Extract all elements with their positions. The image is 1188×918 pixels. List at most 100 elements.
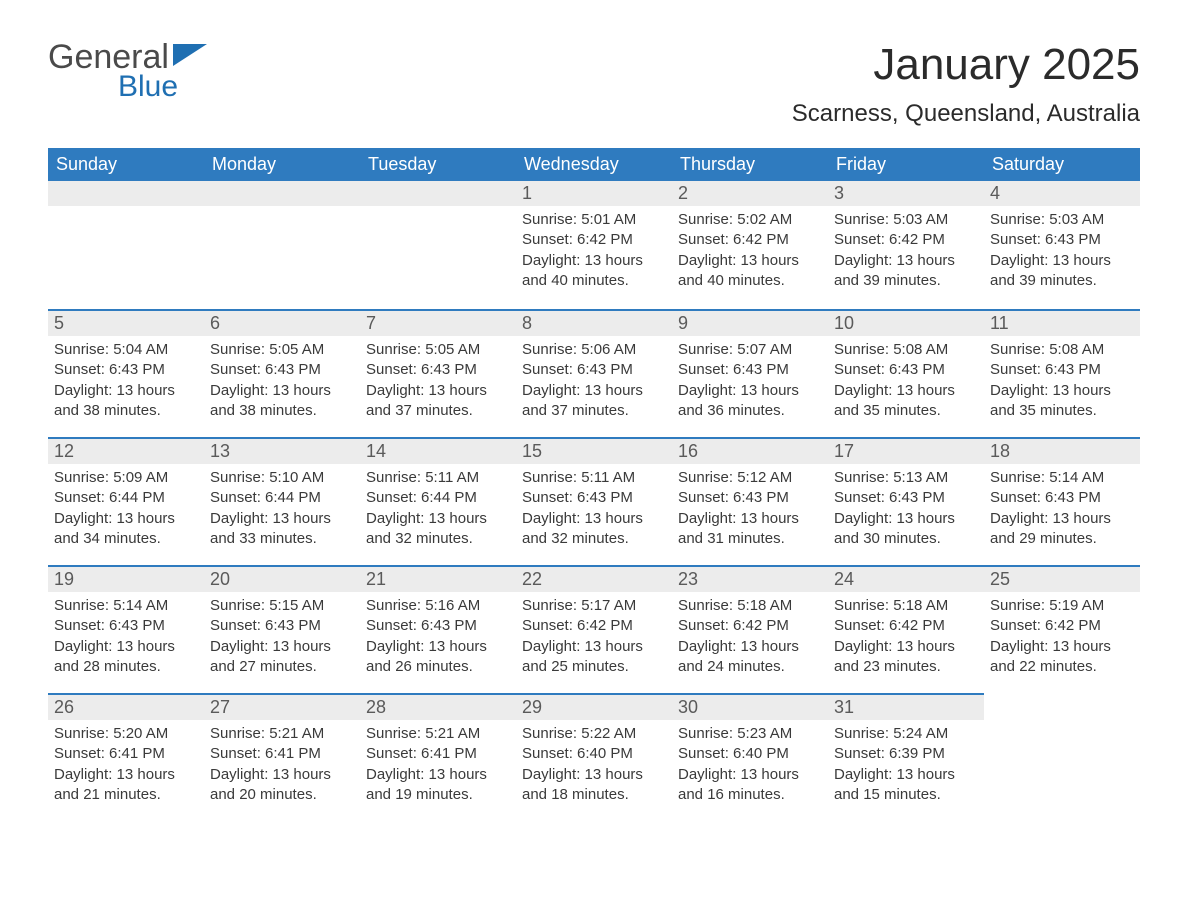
- sunrise-line-label: Sunrise:: [210, 341, 265, 358]
- sunrise-line-value: 5:01 AM: [581, 211, 636, 228]
- day-number: 10: [828, 309, 984, 336]
- sunrise-line-label: Sunrise:: [366, 597, 421, 614]
- sunset-line: Sunset: 6:43 PM: [990, 360, 1134, 380]
- calendar-week: 19 Sunrise: 5:14 AM Sunset: 6:43 PM Dayligh…: [48, 565, 1140, 693]
- sunrise-line-label: Sunrise:: [678, 211, 733, 228]
- sunset-line-value: 6:41 PM: [265, 745, 321, 762]
- day-info: Sunrise: 5:16 AMSunset: 6:43 PMDaylight:…: [360, 592, 516, 687]
- calendar-day: 31Sunrise: 5:24 AMSunset: 6:39 PMDayligh…: [828, 693, 984, 821]
- calendar-day-empty: [48, 181, 204, 309]
- daylight-line: Daylight: 13 hours and 30 minutes.: [834, 509, 978, 550]
- sunset-line-value: 6:43 PM: [109, 361, 165, 378]
- sunrise-line-value: 5:08 AM: [1049, 341, 1104, 358]
- sunset-line-value: 6:42 PM: [889, 617, 945, 634]
- daylight-line: Daylight: 13 hours and 40 minutes.: [678, 251, 822, 292]
- daylight-line-label: Daylight:: [678, 252, 736, 269]
- sunset-line: Sunset: 6:43 PM: [210, 616, 354, 636]
- day-info: Sunrise: 5:09 AMSunset: 6:44 PMDaylight:…: [48, 464, 204, 559]
- sunrise-line: Sunrise: 5:24 AM: [834, 724, 978, 744]
- sunrise-line-value: 5:16 AM: [425, 597, 480, 614]
- calendar-week: 26Sunrise: 5:20 AMSunset: 6:41 PMDayligh…: [48, 693, 1140, 821]
- sunrise-line: Sunrise: 5:02 AM: [678, 210, 822, 230]
- sunset-line-value: 6:42 PM: [577, 617, 633, 634]
- sunset-line-label: Sunset:: [834, 489, 885, 506]
- sunrise-line-value: 5:21 AM: [425, 725, 480, 742]
- daylight-line-label: Daylight:: [678, 766, 736, 783]
- calendar-day: 27Sunrise: 5:21 AMSunset: 6:41 PMDayligh…: [204, 693, 360, 821]
- sunrise-line: Sunrise: 5:18 AM: [834, 596, 978, 616]
- month-title: January 2025: [792, 40, 1140, 90]
- day-number: 1: [516, 181, 672, 206]
- sunrise-line-label: Sunrise:: [210, 725, 265, 742]
- sunset-line-label: Sunset:: [990, 361, 1041, 378]
- calendar-day: 21Sunrise: 5:16 AMSunset: 6:43 PMDayligh…: [360, 565, 516, 693]
- sunrise-line-label: Sunrise:: [54, 341, 109, 358]
- sunset-line-value: 6:44 PM: [265, 489, 321, 506]
- sunrise-line-value: 5:18 AM: [737, 597, 792, 614]
- sunset-line-value: 6:43 PM: [1045, 231, 1101, 248]
- sunrise-line-value: 5:07 AM: [737, 341, 792, 358]
- day-info: Sunrise: 5:18 AMSunset: 6:42 PMDaylight:…: [828, 592, 984, 687]
- daylight-line-label: Daylight:: [522, 766, 580, 783]
- sunrise-line-label: Sunrise:: [990, 211, 1045, 228]
- sunrise-line-value: 5:03 AM: [893, 211, 948, 228]
- daylight-line: Daylight: 13 hours and 15 minutes.: [834, 765, 978, 806]
- weekday-header: Sunday: [48, 148, 204, 181]
- sunrise-line-value: 5:17 AM: [581, 597, 636, 614]
- daylight-line-label: Daylight:: [834, 766, 892, 783]
- day-number: 6: [204, 309, 360, 336]
- sunset-line: Sunset: 6:39 PM: [834, 744, 978, 764]
- sunrise-line: Sunrise: 5:09 AM: [54, 468, 198, 488]
- day-number: 27: [204, 693, 360, 720]
- sunset-line-label: Sunset:: [834, 231, 885, 248]
- daylight-line: Daylight: 13 hours and 29 minutes.: [990, 509, 1134, 550]
- daylight-line-label: Daylight:: [990, 638, 1048, 655]
- sunrise-line-label: Sunrise:: [522, 469, 577, 486]
- sunset-line: Sunset: 6:43 PM: [834, 488, 978, 508]
- calendar-day-empty: [360, 181, 516, 309]
- sunrise-line: Sunrise: 5:11 AM: [366, 468, 510, 488]
- day-number: 2: [672, 181, 828, 206]
- sunrise-line-value: 5:05 AM: [269, 341, 324, 358]
- sunrise-line: Sunrise: 5:16 AM: [366, 596, 510, 616]
- location-subtitle: Scarness, Queensland, Australia: [792, 100, 1140, 128]
- daylight-line: Daylight: 13 hours and 28 minutes.: [54, 637, 198, 678]
- weekday-header: Tuesday: [360, 148, 516, 181]
- calendar-day-empty: [204, 181, 360, 309]
- sunrise-line: Sunrise: 5:05 AM: [210, 340, 354, 360]
- sunset-line-value: 6:42 PM: [1045, 617, 1101, 634]
- sunset-line: Sunset: 6:43 PM: [990, 488, 1134, 508]
- sunrise-line-label: Sunrise:: [54, 469, 109, 486]
- daylight-line: Daylight: 13 hours and 35 minutes.: [990, 381, 1134, 422]
- sunset-line-value: 6:41 PM: [109, 745, 165, 762]
- sunrise-line-label: Sunrise:: [210, 469, 265, 486]
- calendar-day: 9Sunrise: 5:07 AMSunset: 6:43 PMDaylight…: [672, 309, 828, 437]
- day-info: Sunrise: 5:01 AMSunset: 6:42 PMDaylight:…: [516, 206, 672, 301]
- day-number: 19: [48, 565, 204, 592]
- calendar-day: 17Sunrise: 5:13 AMSunset: 6:43 PMDayligh…: [828, 437, 984, 565]
- sunrise-line: Sunrise: 5:23 AM: [678, 724, 822, 744]
- daylight-line: Daylight: 13 hours and 20 minutes.: [210, 765, 354, 806]
- sunset-line-label: Sunset:: [834, 617, 885, 634]
- sunrise-line-label: Sunrise:: [366, 725, 421, 742]
- sunset-line-label: Sunset:: [366, 617, 417, 634]
- sunrise-line: Sunrise: 5:19 AM: [990, 596, 1134, 616]
- sunset-line-label: Sunset:: [678, 745, 729, 762]
- sunset-line-label: Sunset:: [990, 489, 1041, 506]
- sunset-line-value: 6:40 PM: [577, 745, 633, 762]
- sunrise-line: Sunrise: 5:04 AM: [54, 340, 198, 360]
- sunset-line-value: 6:42 PM: [889, 231, 945, 248]
- day-number: 9: [672, 309, 828, 336]
- sunrise-line-value: 5:06 AM: [581, 341, 636, 358]
- sunset-line-value: 6:43 PM: [733, 489, 789, 506]
- sunrise-line: Sunrise: 5:15 AM: [210, 596, 354, 616]
- sunset-line-value: 6:42 PM: [733, 231, 789, 248]
- sunrise-line: Sunrise: 5:08 AM: [834, 340, 978, 360]
- sunrise-line-value: 5:14 AM: [113, 597, 168, 614]
- sunset-line-label: Sunset:: [210, 745, 261, 762]
- sunrise-line-label: Sunrise:: [678, 341, 733, 358]
- sunrise-line-label: Sunrise:: [366, 341, 421, 358]
- day-number: 5: [48, 309, 204, 336]
- calendar-day: 30Sunrise: 5:23 AMSunset: 6:40 PMDayligh…: [672, 693, 828, 821]
- day-number: 7: [360, 309, 516, 336]
